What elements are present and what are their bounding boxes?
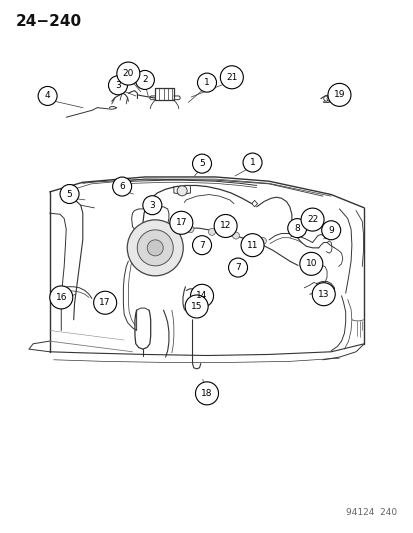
Text: 18: 18 xyxy=(201,389,212,398)
Text: 5: 5 xyxy=(66,190,72,198)
Circle shape xyxy=(60,184,79,204)
Circle shape xyxy=(50,286,73,309)
Circle shape xyxy=(108,76,127,95)
Circle shape xyxy=(214,214,237,238)
Circle shape xyxy=(38,86,57,106)
Circle shape xyxy=(195,382,218,405)
Text: 16: 16 xyxy=(55,293,67,302)
Circle shape xyxy=(228,258,247,277)
Circle shape xyxy=(127,220,183,276)
Text: 22: 22 xyxy=(306,215,318,224)
Circle shape xyxy=(232,232,239,239)
Text: 94124  240: 94124 240 xyxy=(346,508,396,517)
Circle shape xyxy=(137,230,173,266)
Circle shape xyxy=(220,66,243,89)
Circle shape xyxy=(299,252,322,276)
Circle shape xyxy=(208,228,215,236)
Text: 7: 7 xyxy=(235,263,240,272)
Circle shape xyxy=(169,211,192,235)
Text: 10: 10 xyxy=(305,260,316,268)
Text: 24−240: 24−240 xyxy=(16,14,82,29)
Circle shape xyxy=(327,83,350,107)
Text: 17: 17 xyxy=(99,298,111,307)
Text: 15: 15 xyxy=(190,302,202,311)
Circle shape xyxy=(147,240,163,256)
Circle shape xyxy=(326,96,331,101)
Circle shape xyxy=(93,291,116,314)
Text: 1: 1 xyxy=(249,158,255,167)
Text: 8: 8 xyxy=(294,224,299,232)
Circle shape xyxy=(177,186,187,196)
Text: 11: 11 xyxy=(246,241,258,249)
Text: 14: 14 xyxy=(196,292,207,300)
Text: 3: 3 xyxy=(115,81,121,90)
Circle shape xyxy=(240,233,263,257)
Circle shape xyxy=(135,70,154,90)
Circle shape xyxy=(116,62,140,85)
Text: 4: 4 xyxy=(45,92,50,100)
Circle shape xyxy=(190,284,213,308)
Text: 7: 7 xyxy=(199,241,204,249)
Circle shape xyxy=(323,96,328,101)
Circle shape xyxy=(187,225,193,233)
Circle shape xyxy=(287,219,306,238)
Circle shape xyxy=(259,237,266,245)
Text: 17: 17 xyxy=(175,219,187,227)
Text: 3: 3 xyxy=(149,201,155,209)
Text: 12: 12 xyxy=(219,222,231,230)
Text: 5: 5 xyxy=(199,159,204,168)
Text: 20: 20 xyxy=(122,69,134,78)
Text: 21: 21 xyxy=(225,73,237,82)
Circle shape xyxy=(311,282,335,306)
Circle shape xyxy=(192,154,211,173)
Text: 19: 19 xyxy=(333,91,344,99)
Text: 2: 2 xyxy=(142,76,147,84)
Circle shape xyxy=(242,153,261,172)
Circle shape xyxy=(300,208,323,231)
Text: 6: 6 xyxy=(119,182,125,191)
Circle shape xyxy=(185,295,208,318)
Text: 1: 1 xyxy=(204,78,209,87)
Text: 9: 9 xyxy=(328,226,333,235)
Circle shape xyxy=(192,236,211,255)
Text: 13: 13 xyxy=(317,290,329,298)
Circle shape xyxy=(321,221,340,240)
Circle shape xyxy=(112,177,131,196)
Circle shape xyxy=(197,73,216,92)
Circle shape xyxy=(142,196,161,215)
